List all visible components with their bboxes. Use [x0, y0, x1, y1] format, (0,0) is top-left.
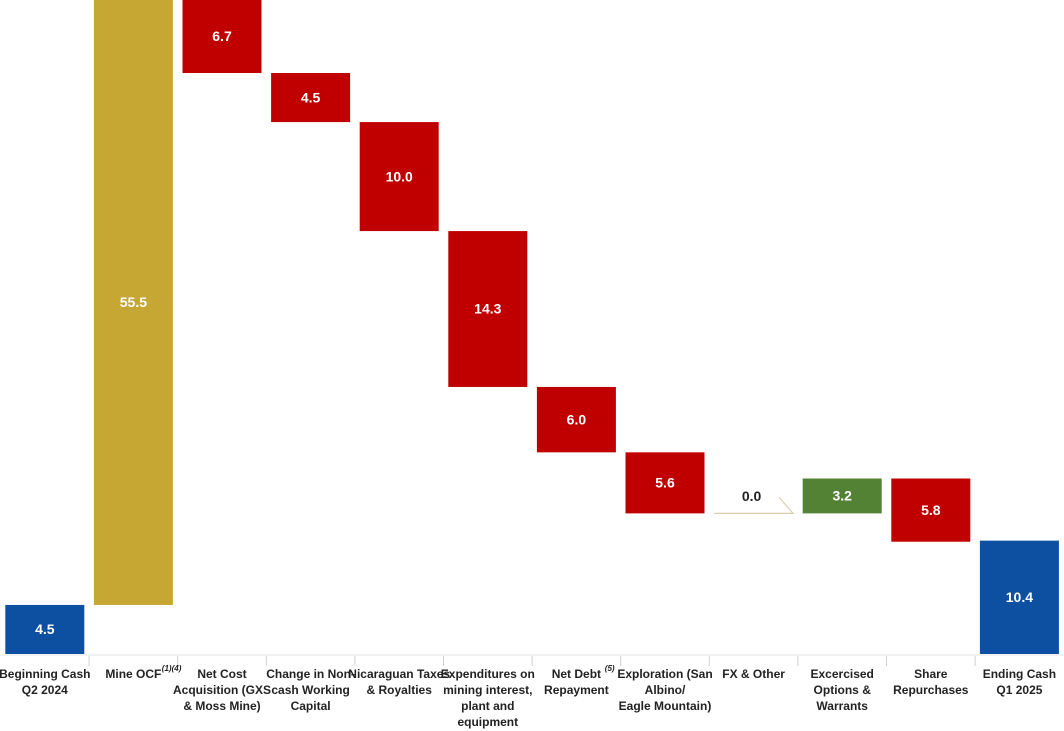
category-axis	[0, 654, 1064, 666]
value-label-ending-cash-q1-2025: 10.4	[1006, 589, 1033, 605]
value-label-mine-ocf: 55.5	[120, 294, 147, 310]
category-labels: Beginning Cash Q2 2024 Mine OCF (1)(4) Net C…	[0, 664, 1056, 729]
value-label-beginning-cash-q2-2024: 4.5	[35, 621, 55, 637]
bar-expenditures-on-mining-interest-plant-and-equipment	[448, 231, 528, 387]
bar-beginning-cash-q2-2024	[5, 604, 85, 654]
chart-value-labels: 4.5 55.5 6.7 4.5 10.0 14.3 6.0 5.6 0.0 3.2 5.8 10.4	[35, 28, 1033, 637]
chart-bars	[5, 0, 1059, 654]
bar-exploration-san-albino-eagle-mountain	[625, 452, 705, 514]
value-label-fx-other: 0.0	[742, 488, 762, 504]
bar-net-cost-acquisition-gxs-moss-mine	[182, 0, 262, 74]
category-label-expenditures-on-mining-interest-plant-and-equipment: Expenditures on mining interest, plant and…	[441, 667, 535, 729]
value-label-change-in-non-cash-working-capital: 4.5	[301, 89, 321, 105]
bar-fx-other	[714, 496, 795, 514]
category-label-change-in-non-cash-working-capital: Change in Non-cash Working Capital	[266, 667, 355, 713]
category-footnote-mine-ocf: (1)(4)	[162, 664, 182, 673]
value-label-net-debt-repayment: 6.0	[567, 411, 587, 427]
bar-net-debt-repayment	[536, 386, 616, 453]
category-label-ending-cash-q1-2025: Ending Cash Q1 2025	[983, 667, 1056, 697]
category-label-nicaraguan-taxes-royalties: Nicaraguan Taxes & Royalties	[348, 667, 450, 697]
value-label-excercised-options-warrants: 3.2	[832, 488, 852, 504]
category-label-net-debt-repayment: Net Debt Repayment	[544, 667, 609, 697]
bar-mine-ocf	[93, 0, 173, 605]
category-label-beginning-cash-q2-2024: Beginning Cash Q2 2024	[0, 667, 90, 697]
category-label-exploration-san-albino-eagle-mountain: Exploration (San Albino/Eagle Mountain)	[617, 667, 712, 713]
bar-share-repurchases	[891, 478, 971, 542]
category-label-mine-ocf: Mine OCF	[105, 667, 161, 681]
value-label-net-cost-acquisition-gxs-moss-mine: 6.7	[212, 28, 232, 44]
bar-ending-cash-q1-2025	[979, 540, 1059, 654]
value-label-exploration-san-albino-eagle-mountain: 5.6	[655, 475, 675, 491]
bar-change-in-non-cash-working-capital	[271, 73, 351, 123]
bar-nicaraguan-taxes-royalties	[359, 122, 439, 232]
category-label-excercised-options-warrants: Excercised Options & Warrants	[811, 667, 874, 713]
category-label-share-repurchases: Share Repurchases	[893, 667, 969, 697]
value-label-share-repurchases: 5.8	[921, 502, 941, 518]
category-footnote-net-debt-repayment: (5)	[605, 664, 615, 673]
value-label-expenditures-on-mining-interest-plant-and-equipment: 14.3	[474, 301, 501, 317]
category-label-net-cost-acquisition-gxs-moss-mine: Net Cost Acquisition (GXS & Moss Mine)	[173, 667, 271, 713]
category-label-fx-other: FX & Other	[722, 667, 785, 681]
value-label-nicaraguan-taxes-royalties: 10.0	[386, 168, 413, 184]
bar-excercised-options-warrants	[802, 478, 882, 514]
